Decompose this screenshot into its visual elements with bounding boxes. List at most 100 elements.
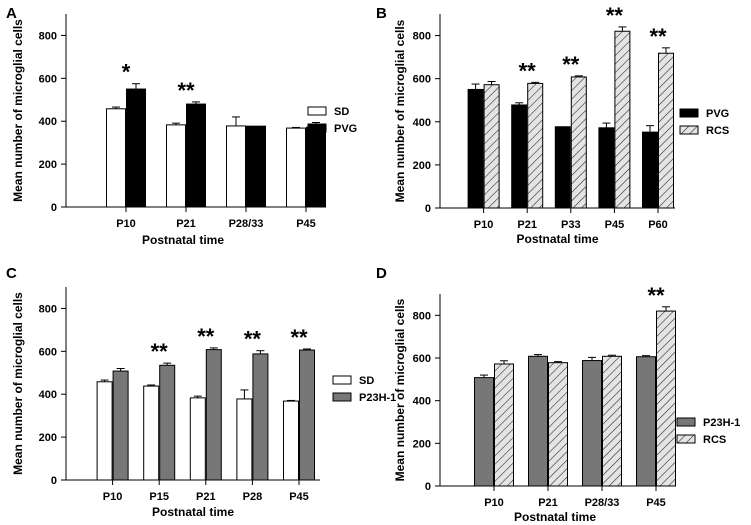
panel-b-x-tick-label: P60 (648, 219, 668, 231)
panel-d-bar-rcs-p10 (494, 363, 514, 487)
panel-c-bar-sd-p45 (283, 400, 299, 481)
panel-c-bar-p23h-1-p15 (159, 364, 176, 481)
panel-a-legend-label-pvg: PVG (334, 123, 357, 135)
panel-b-x-tick-label: P21 (517, 219, 537, 231)
panel-d-legend-label-rcs: RCS (703, 434, 726, 446)
panel-b-legend-label-rcs: RCS (706, 125, 729, 137)
panel-d-x-tick-label: P10 (484, 497, 504, 509)
panel-a-x-tick-label: P45 (296, 218, 316, 230)
panel-b-significance-marker: ** (649, 24, 667, 49)
panel-d-x-tick-label: P21 (538, 497, 558, 509)
panel-a-legend-swatch-sd (307, 106, 327, 116)
panel-a-bar-pvg-p21 (186, 103, 206, 208)
panel-d-legend-swatch-p23h-1 (676, 417, 696, 427)
panel-d-x-tick-label: P45 (646, 497, 666, 509)
panel-a-y-tick-label: 400 (39, 116, 57, 128)
panel-b-x-tick-label: P45 (605, 219, 625, 231)
panel-c-y-tick-label: 800 (39, 303, 57, 315)
panel-d-bar-p23h-1-p10 (474, 377, 494, 487)
panel-a-x-tick-label: P28/33 (229, 218, 264, 230)
panel-b-x-tick-label: P10 (474, 219, 494, 231)
panel-d-x-tick-label: P28/33 (585, 497, 620, 509)
panel-b-bar-pvg-p10 (467, 88, 484, 209)
panel-c-bar-sd-p28 (236, 398, 253, 481)
panel-c-x-tick-label: P28 (243, 491, 263, 503)
panel-d-x-axis-title: Postnatal time (514, 510, 596, 524)
panel-b-letter: B (376, 5, 387, 22)
panel-b: B Mean number of microglial cells 0 200 400 6… (376, 3, 729, 246)
panel-b-significance-marker: ** (606, 3, 624, 28)
panel-b-bar-rcs-p21 (527, 82, 544, 209)
panel-c-bar-sd-p10 (96, 381, 113, 481)
panel-a-bar-sd-p28-33 (226, 125, 246, 208)
panel-a-legend-label-sd: SD (334, 106, 349, 118)
panel-a-bar-sd-p10 (106, 108, 126, 208)
panel-c-bar-p23h-1-p45 (299, 349, 315, 481)
panel-d-bar-p23h-1-p21 (528, 355, 548, 487)
panel-b-y-tick-label: 0 (425, 203, 431, 215)
panel-b-bar-pvg-p45 (598, 127, 615, 209)
panel-d-y-tick-label: 800 (413, 310, 431, 322)
panel-b-bar-rcs-p33 (570, 76, 587, 209)
panel-c-bar-sd-p21 (189, 397, 206, 481)
panel-b-significance-marker: ** (519, 58, 537, 83)
panel-c: C Mean number of microglial cells 0 200 400 6… (6, 265, 396, 519)
panel-b-x-axis-title: Postnatal time (516, 232, 598, 246)
panel-b-bar-rcs-p10 (483, 84, 500, 209)
panel-a-bar-pvg-p10 (126, 88, 146, 208)
panel-c-letter: C (6, 265, 17, 282)
panel-c-x-tick-label: P45 (289, 491, 309, 503)
panel-d-y-axis-title: Mean number of microglial cells (393, 298, 407, 481)
panel-d-y-tick-label: 0 (425, 481, 431, 493)
panel-c-x-tick-label: P10 (103, 491, 123, 503)
panel-a-letter: A (6, 5, 17, 22)
panel-c-y-tick-label: 0 (51, 475, 57, 487)
panel-b-y-axis-title: Mean number of microglial cells (393, 19, 407, 202)
panel-a-bar-pvg-p45 (306, 126, 326, 208)
panel-d-bar-rcs-p45 (656, 310, 676, 487)
panel-b-legend-swatch-rcs (679, 125, 699, 135)
panel-c-legend-swatch-sd (332, 375, 352, 385)
panel-a-bar-pvg-p28-33 (246, 125, 266, 208)
panel-a-y-tick-label: 600 (39, 73, 57, 85)
panel-a-bar-sd-p21 (166, 124, 186, 208)
panel-c-y-tick-label: 200 (39, 432, 57, 444)
panel-c-x-tick-label: P15 (149, 491, 169, 503)
panel-b-y-tick-label: 400 (413, 117, 431, 129)
panel-b-bar-pvg-p33 (554, 126, 571, 209)
panel-b-y-tick-label: 200 (413, 160, 431, 172)
panel-b-y-tick-label: 800 (413, 31, 431, 43)
panel-c-y-axis-title: Mean number of microglial cells (11, 292, 25, 475)
panel-d-y-tick-label: 600 (413, 353, 431, 365)
panel-a-y-axis-title: Mean number of microglial cells (11, 19, 25, 202)
panel-b-bar-pvg-p60 (642, 131, 658, 209)
panel-d-significance-marker: ** (647, 283, 665, 308)
panel-c-significance-marker: ** (197, 324, 215, 349)
panel-c-legend-label-p23h-1: P23H-1 (359, 392, 396, 404)
panel-d-letter: D (376, 265, 387, 282)
panel-d-legend-swatch-rcs (676, 434, 696, 444)
panel-c-significance-marker: ** (290, 325, 308, 350)
panel-a-significance-marker: * (122, 60, 131, 85)
panel-a-bar-sd-p45 (286, 127, 306, 208)
panel-a-legend-swatch-pvg (307, 123, 327, 133)
panel-a-x-tick-label: P21 (176, 218, 196, 230)
panel-b-legend-swatch-pvg (679, 108, 699, 118)
panel-b-x-tick-label: P33 (561, 219, 581, 231)
panel-c-significance-marker: ** (244, 327, 262, 352)
panel-d-bar-rcs-p21 (548, 362, 568, 487)
panel-d-y-tick-label: 200 (413, 438, 431, 450)
panel-b-legend-label-pvg: PVG (706, 108, 729, 120)
panel-c-legend-swatch-p23h-1 (332, 392, 352, 402)
panel-a-significance-marker: ** (177, 78, 195, 103)
panel-a-x-axis-title: Postnatal time (142, 233, 224, 247)
panel-a-x-tick-label: P10 (116, 218, 136, 230)
panel-b-bar-rcs-p60 (658, 52, 674, 209)
panel-b-y-tick-label: 600 (413, 74, 431, 86)
panel-a-y-tick-label: 200 (39, 159, 57, 171)
panel-c-bar-p23h-1-p28 (252, 353, 269, 481)
panel-d-bar-p23h-1-p45 (636, 356, 656, 487)
panel-d-legend-label-p23h-1: P23H-1 (703, 417, 740, 429)
